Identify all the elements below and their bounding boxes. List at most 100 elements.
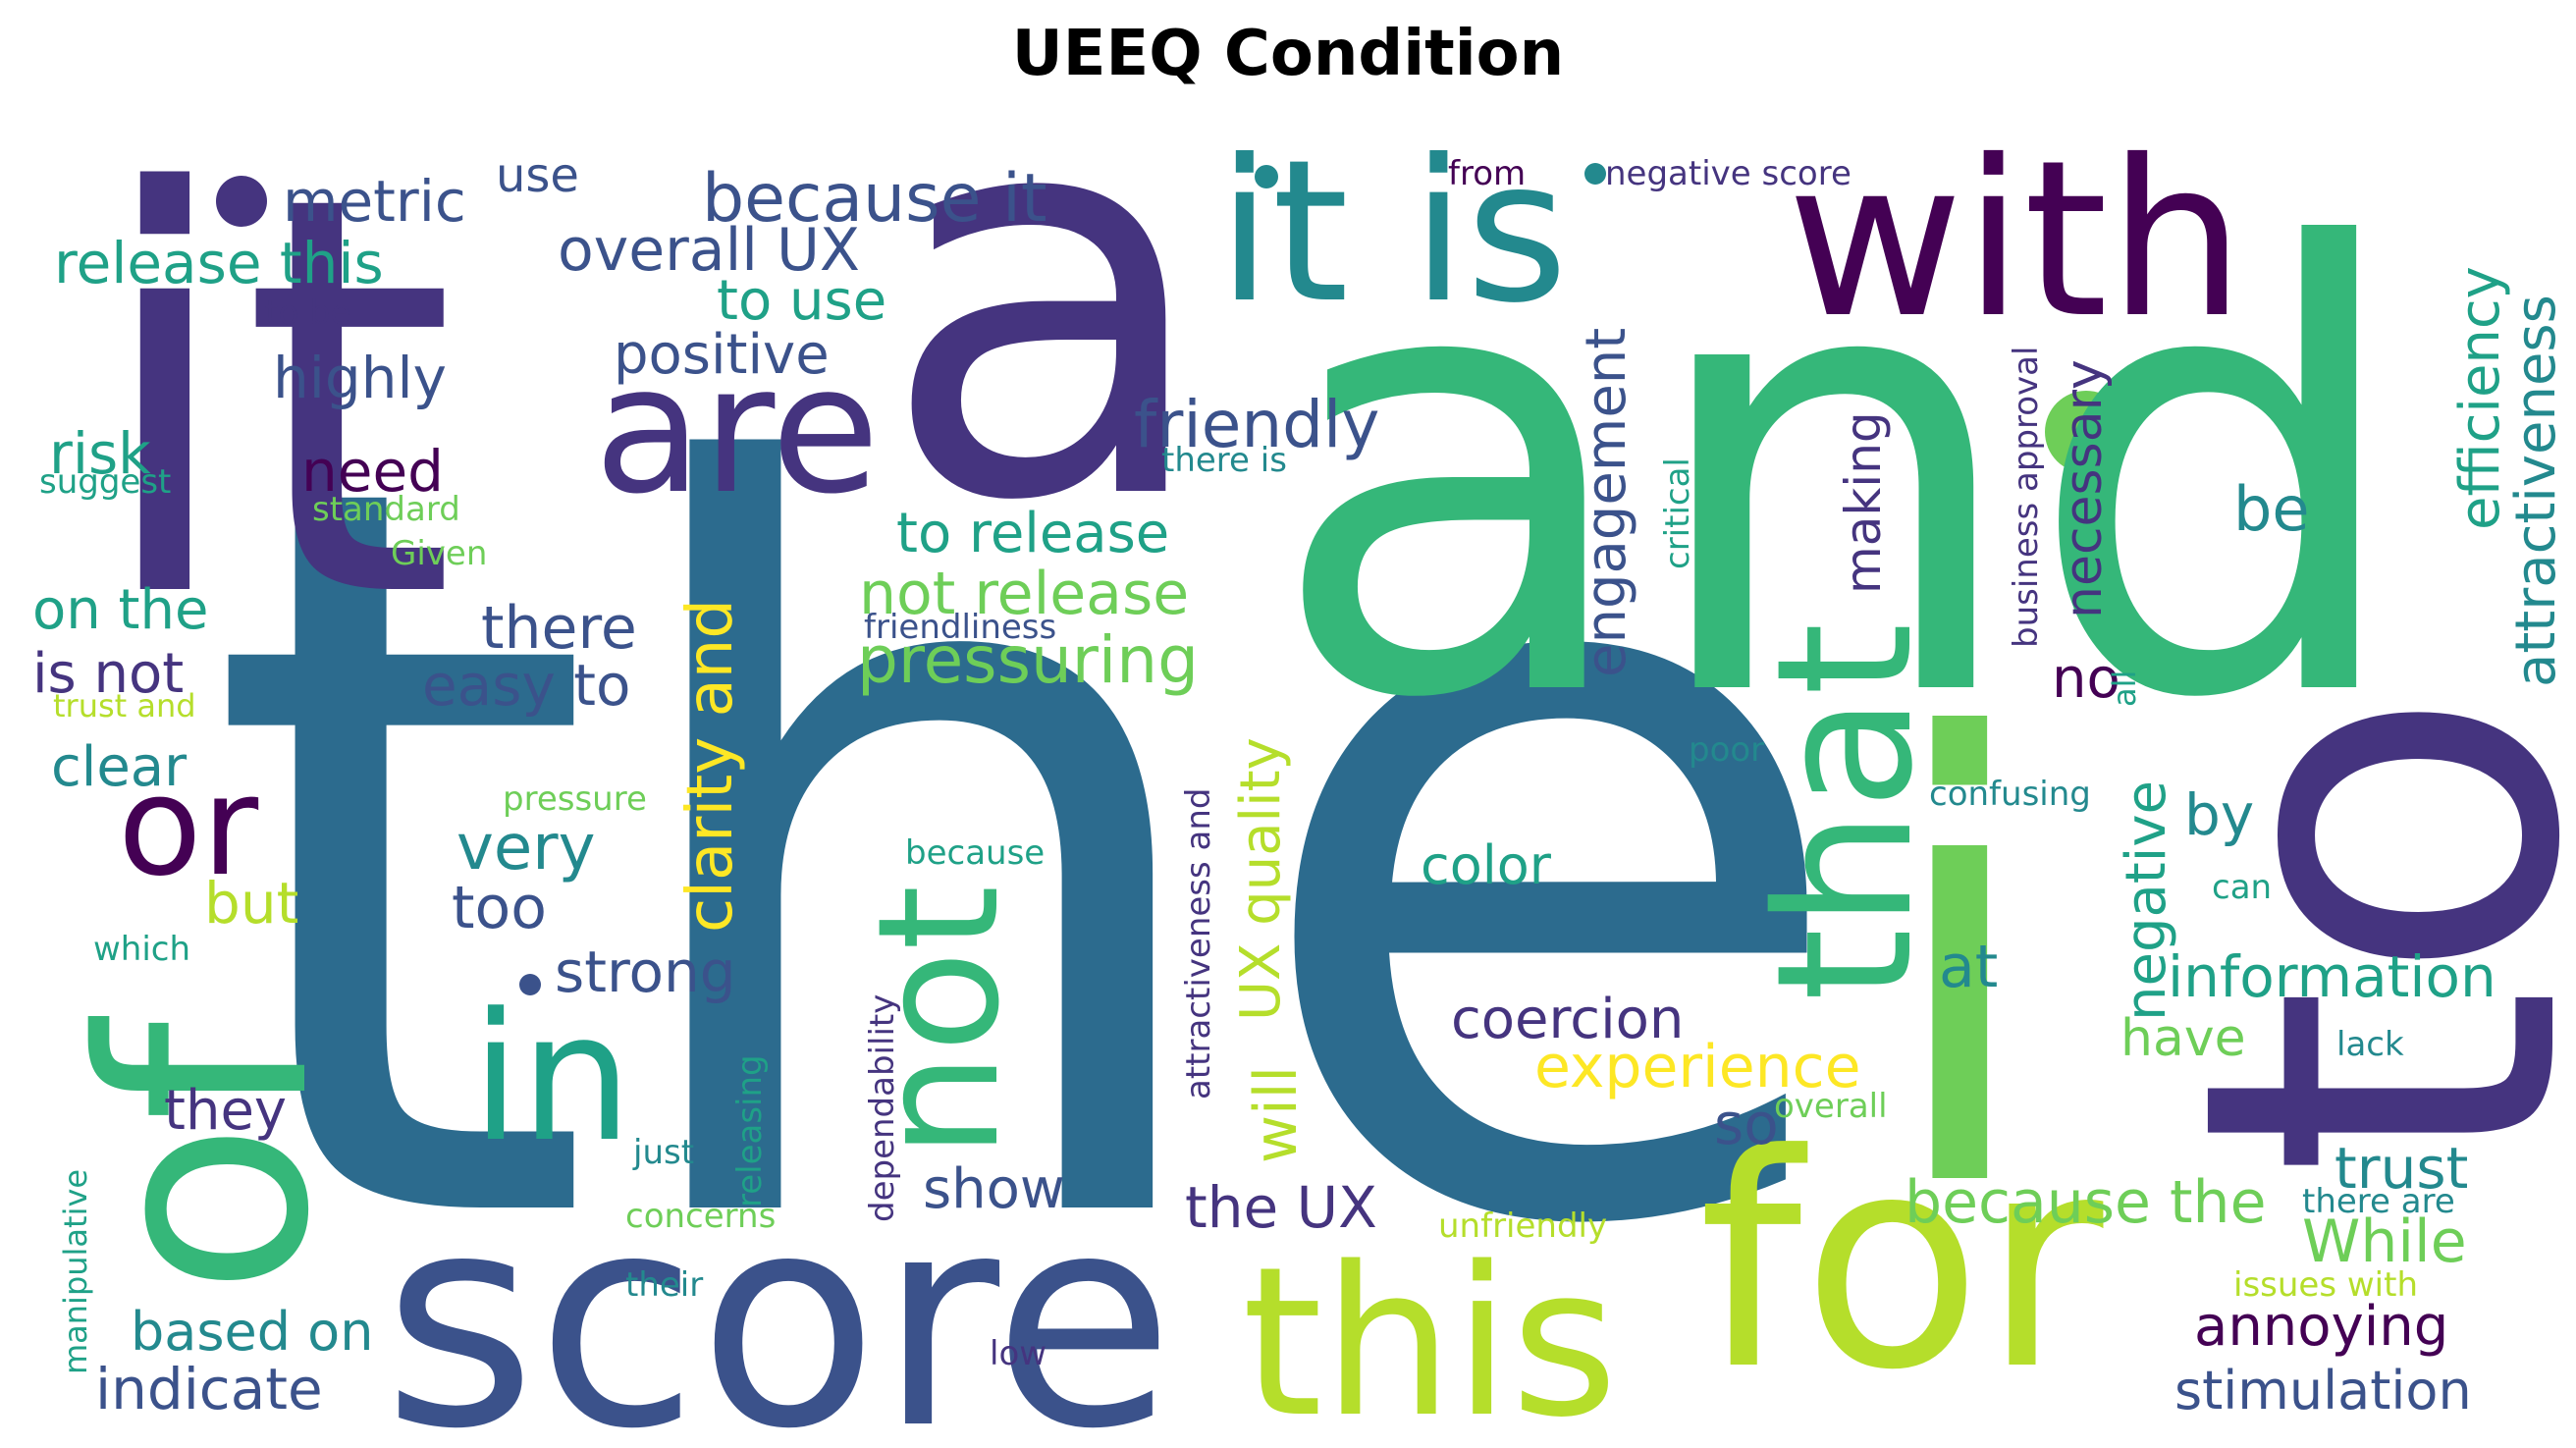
word-but: but: [204, 870, 298, 937]
word-because-it: because it: [702, 160, 1047, 238]
word-engagement: engagement: [1575, 328, 1638, 677]
word-given: Given: [391, 534, 487, 573]
word-negative: negative: [2115, 780, 2178, 1021]
word-pressure: pressure: [503, 779, 647, 819]
word-unfriendly: unfriendly: [1438, 1207, 1607, 1246]
word-too: too: [452, 874, 547, 942]
word-very: very: [456, 812, 595, 885]
word-making: making: [1835, 411, 1892, 594]
word-attractiveness: attractiveness: [2504, 295, 2568, 687]
word-coercion: coercion: [1451, 988, 1684, 1051]
word-pressuring: pressuring: [857, 622, 1199, 698]
word-concerns: concerns: [625, 1197, 776, 1236]
word-for: for: [1698, 1092, 2107, 1434]
word-by: by: [2184, 781, 2254, 848]
word-to-use: to use: [717, 269, 886, 333]
word-trust-and: trust and: [53, 687, 196, 724]
word-their: their: [625, 1265, 703, 1305]
word-a: a: [879, 0, 1215, 621]
word-business-approval: business approval: [2007, 347, 2046, 648]
word-indicate: indicate: [95, 1356, 323, 1422]
word-negative-score: negative score: [1605, 154, 1852, 193]
word-ux-quality: UX quality: [1229, 737, 1293, 1021]
word-not: not: [842, 885, 1037, 1158]
word-they: they: [164, 1079, 287, 1143]
word-positive: positive: [614, 323, 830, 387]
word-just: just: [632, 1133, 694, 1172]
word-suggest: suggest: [39, 462, 171, 502]
word-be: be: [2233, 473, 2310, 545]
word-and: and: [1266, 124, 2411, 831]
word-trust: trust: [2334, 1135, 2468, 1202]
word-so: so: [1714, 1091, 1779, 1157]
decorative-dot: [1255, 165, 1278, 188]
word-overall-ux: overall UX: [558, 216, 860, 285]
word-there: there: [481, 594, 637, 663]
word-based-on: based on: [131, 1301, 373, 1363]
word-confusing: confusing: [1929, 775, 2091, 814]
decorative-dot: [216, 176, 267, 227]
word-annoying: annoying: [2194, 1295, 2448, 1359]
word-color: color: [1421, 834, 1552, 896]
decorative-dot: [2045, 391, 2127, 473]
word-issues-with: issues with: [2233, 1265, 2418, 1305]
word-poor: poor: [1689, 730, 1764, 770]
word-low: low: [990, 1334, 1046, 1373]
decorative-dot: [519, 974, 541, 995]
word-score: score: [383, 1151, 1174, 1448]
word-have: have: [2120, 1009, 2246, 1068]
word-strong: strong: [555, 939, 736, 1005]
word-to-be: to be: [265, 294, 350, 333]
word-that: that: [1737, 622, 1954, 1001]
word-information: information: [2168, 943, 2496, 1010]
word-to: to: [2097, 685, 2576, 1178]
word-efficiency: efficiency: [2448, 266, 2512, 530]
word-friendly: friendly: [1134, 387, 1379, 462]
word-overall: overall: [1774, 1087, 1888, 1126]
word-need: need: [301, 438, 444, 505]
word-releasing: releasing: [730, 1054, 770, 1207]
word-it-is: it is: [1217, 118, 1568, 347]
word-use: use: [496, 148, 579, 203]
word-it: it: [88, 80, 456, 720]
word-metric: metric: [283, 168, 466, 235]
word-because-the: because the: [1905, 1168, 2267, 1237]
word-while: While: [2302, 1207, 2467, 1276]
word-not-release: not release: [859, 560, 1189, 628]
word-stimulation: stimulation: [2174, 1360, 2472, 1421]
word-of: of: [41, 1015, 372, 1296]
word-because: because: [905, 833, 1045, 873]
word-dependability: dependability: [863, 994, 902, 1222]
word-all: all: [2106, 670, 2143, 707]
word-will: will: [1242, 1066, 1311, 1163]
word-friendliness: friendliness: [864, 608, 1056, 647]
word-highly: highly: [273, 345, 447, 411]
word-show: show: [923, 1157, 1065, 1221]
word-clarity-and: clarity and: [674, 599, 747, 933]
word-i: i: [1875, 615, 2044, 1322]
word-with: with: [1787, 114, 2245, 365]
word-at: at: [1939, 933, 1998, 1001]
word-lack: lack: [2336, 1025, 2404, 1064]
word-necessary: necessary: [2055, 359, 2114, 618]
decorative-dot: [1584, 163, 1606, 185]
word-or: or: [118, 747, 259, 907]
word-from: from: [1448, 154, 1526, 193]
word-the: the: [201, 269, 1860, 1446]
word-this: this: [1242, 1222, 1618, 1448]
word-the-ux: the UX: [1185, 1174, 1377, 1241]
word-which: which: [93, 930, 190, 969]
word-there-is: there is: [1161, 441, 1287, 480]
word-standard: standard: [312, 490, 460, 529]
word-can: can: [2212, 868, 2272, 907]
word-release-this: release this: [54, 230, 384, 296]
word-in: in: [471, 976, 632, 1181]
word-attractiveness-and: attractiveness and: [1179, 788, 1218, 1100]
word-no: no: [2052, 647, 2120, 711]
word-on-the: on the: [32, 578, 208, 642]
word-to-release: to release: [896, 502, 1169, 565]
page-title: UEEQ Condition: [1011, 18, 1565, 90]
word-manipulative: manipulative: [57, 1169, 94, 1374]
word-clear: clear: [51, 735, 188, 799]
